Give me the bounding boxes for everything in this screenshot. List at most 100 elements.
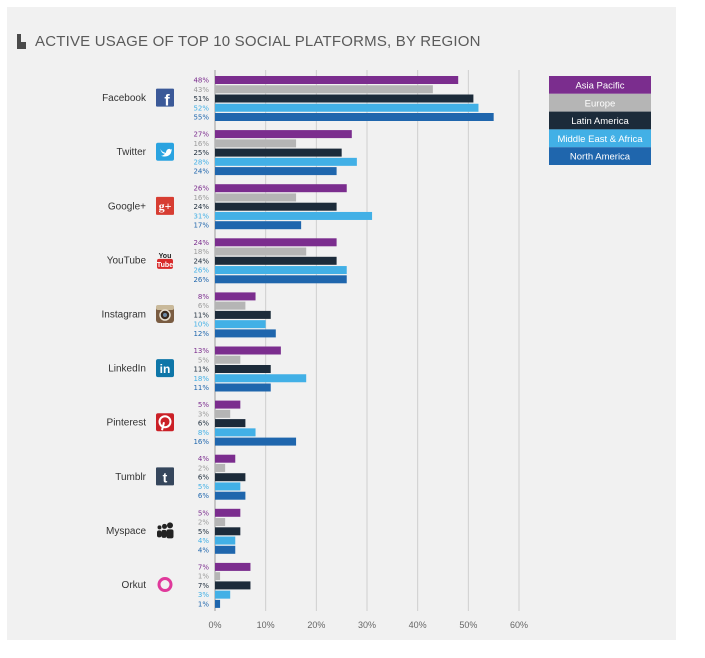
data-label: 25% (193, 149, 209, 157)
data-label: 7% (198, 582, 209, 590)
data-label: 1% (198, 573, 209, 581)
bar (215, 184, 347, 193)
data-label: 6% (198, 474, 209, 482)
data-label: 1% (198, 600, 209, 608)
data-label: 6% (198, 302, 209, 310)
bar (215, 599, 221, 608)
svg-text:in: in (160, 362, 171, 376)
data-label: 17% (193, 222, 209, 230)
legend-entry: Middle East & Africa (557, 134, 643, 145)
bar (215, 454, 236, 463)
twitter-icon (156, 142, 174, 161)
instagram-icon (156, 305, 174, 324)
legend-entry: Asia Pacific (575, 81, 624, 92)
bar (215, 482, 241, 491)
bar (215, 518, 226, 527)
data-label: 16% (193, 194, 209, 202)
myspace-icon (157, 522, 174, 539)
facebook-icon: f (156, 88, 174, 110)
bar (215, 508, 241, 517)
title-row: ACTIVE USAGE OF TOP 10 SOCIAL PLATFORMS,… (17, 31, 481, 51)
bar (215, 419, 246, 428)
bar (215, 320, 266, 329)
data-label: 4% (198, 537, 209, 545)
data-label: 6% (198, 492, 209, 500)
category-label: Google+ (108, 201, 146, 212)
chart-title: ACTIVE USAGE OF TOP 10 SOCIAL PLATFORMS,… (35, 32, 481, 50)
legend-swatch (549, 111, 651, 130)
bar (215, 383, 271, 392)
data-label: 52% (193, 104, 209, 112)
x-tick-label: 0% (208, 620, 221, 630)
bar (215, 527, 241, 536)
data-label: 12% (193, 330, 209, 338)
data-label: 5% (198, 483, 209, 491)
bar (215, 247, 307, 256)
data-label: 8% (198, 293, 209, 301)
bar (215, 355, 241, 364)
x-tick-label: 20% (307, 620, 325, 630)
bar (215, 365, 271, 373)
bar (215, 221, 302, 230)
category-label: Facebook (102, 93, 147, 104)
data-label: 27% (193, 131, 209, 139)
svg-text:Tube: Tube (157, 262, 173, 269)
bar (215, 473, 246, 482)
data-label: 24% (193, 203, 209, 211)
data-label: 6% (198, 420, 209, 428)
data-label: 2% (198, 519, 209, 527)
bar (215, 590, 231, 599)
data-label: 3% (198, 591, 209, 599)
bar (215, 256, 337, 265)
bar (215, 193, 297, 202)
bar (215, 238, 337, 247)
data-label: 3% (198, 410, 209, 418)
svg-text:f: f (164, 93, 170, 110)
bar (215, 491, 246, 500)
data-label: 4% (198, 455, 209, 463)
x-tick-label: 10% (257, 620, 275, 630)
youtube-icon: You Tube (157, 253, 173, 269)
legend-swatch (549, 76, 651, 94)
data-label: 26% (193, 276, 209, 284)
bar (215, 310, 271, 319)
bar (215, 301, 246, 310)
bar (215, 202, 337, 211)
bar (215, 103, 479, 112)
category-label: Pinterest (107, 418, 147, 429)
x-tick-label: 40% (409, 620, 427, 630)
data-label: 7% (198, 563, 209, 571)
data-label: 26% (193, 267, 209, 275)
bar (215, 374, 307, 383)
bar (215, 94, 474, 103)
x-tick-label: 60% (510, 620, 528, 630)
data-label: 43% (193, 86, 209, 94)
tumblr-icon: t (156, 467, 174, 486)
bar (215, 437, 297, 446)
data-label: 24% (193, 239, 209, 247)
bar (215, 113, 494, 121)
data-label: 10% (193, 321, 209, 329)
legend-swatch (549, 93, 651, 112)
category-label: Orkut (122, 580, 147, 591)
bar (215, 545, 236, 554)
data-label: 16% (193, 438, 209, 446)
data-label: 8% (198, 429, 209, 437)
legend-entry: Europe (585, 98, 616, 109)
bar (215, 266, 347, 275)
data-label: 4% (198, 546, 209, 554)
orkut-icon (157, 577, 173, 593)
google-plus-icon: g+ (156, 196, 174, 215)
data-label: 18% (193, 375, 209, 383)
svg-text:You: You (159, 253, 172, 260)
bar (215, 346, 281, 355)
svg-text:g+: g+ (159, 199, 172, 213)
bar (215, 148, 342, 157)
bar (215, 211, 373, 220)
bar (215, 562, 251, 571)
data-label: 48% (193, 77, 209, 85)
category-label: LinkedIn (108, 364, 146, 375)
data-label: 16% (193, 140, 209, 148)
bar (215, 167, 337, 176)
data-label: 28% (193, 158, 209, 166)
